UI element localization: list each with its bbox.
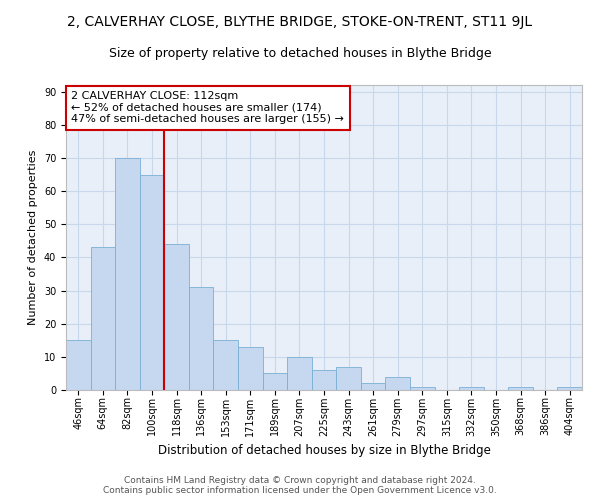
X-axis label: Distribution of detached houses by size in Blythe Bridge: Distribution of detached houses by size … bbox=[158, 444, 490, 457]
Bar bbox=[189, 287, 214, 390]
Bar bbox=[557, 386, 582, 390]
Bar bbox=[91, 248, 115, 390]
Text: Contains HM Land Registry data © Crown copyright and database right 2024.
Contai: Contains HM Land Registry data © Crown c… bbox=[103, 476, 497, 495]
Bar bbox=[385, 376, 410, 390]
Y-axis label: Number of detached properties: Number of detached properties bbox=[28, 150, 38, 325]
Bar bbox=[459, 386, 484, 390]
Bar bbox=[214, 340, 238, 390]
Text: 2, CALVERHAY CLOSE, BLYTHE BRIDGE, STOKE-ON-TRENT, ST11 9JL: 2, CALVERHAY CLOSE, BLYTHE BRIDGE, STOKE… bbox=[67, 15, 533, 29]
Bar bbox=[361, 384, 385, 390]
Bar bbox=[164, 244, 189, 390]
Bar bbox=[238, 347, 263, 390]
Bar bbox=[312, 370, 336, 390]
Text: Size of property relative to detached houses in Blythe Bridge: Size of property relative to detached ho… bbox=[109, 48, 491, 60]
Bar bbox=[410, 386, 434, 390]
Bar bbox=[287, 357, 312, 390]
Bar bbox=[66, 340, 91, 390]
Bar bbox=[115, 158, 140, 390]
Bar bbox=[508, 386, 533, 390]
Text: 2 CALVERHAY CLOSE: 112sqm
← 52% of detached houses are smaller (174)
47% of semi: 2 CALVERHAY CLOSE: 112sqm ← 52% of detac… bbox=[71, 91, 344, 124]
Bar bbox=[140, 174, 164, 390]
Bar bbox=[263, 374, 287, 390]
Bar bbox=[336, 367, 361, 390]
